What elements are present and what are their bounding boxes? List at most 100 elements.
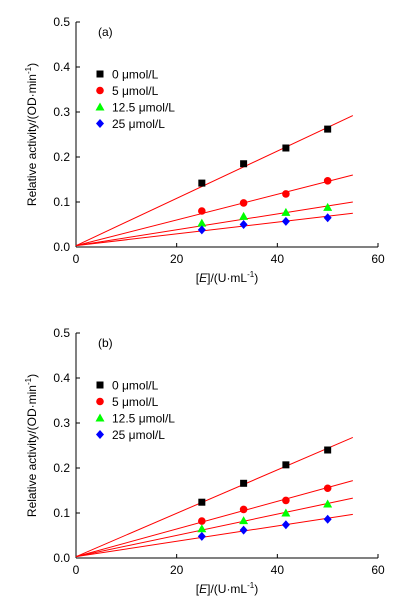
fit-line-series-4 (75, 513, 353, 558)
y-axis-label-superscript: -1 (24, 66, 33, 74)
x-axis-label-prefix: [ (196, 271, 200, 285)
y-axis-label: Relative activity/(OD·min-1) (24, 374, 39, 517)
data-point-series-4 (197, 225, 206, 235)
y-tick-label: 0.4 (53, 60, 70, 74)
legend-marker (96, 381, 104, 389)
fit-line-series-3 (75, 201, 353, 247)
x-axis-label: [E]/(U·mL-1) (196, 581, 258, 596)
legend-marker (96, 119, 104, 128)
x-axis-label-unit: ]/(U·mL (207, 271, 247, 285)
x-tick-label: 20 (170, 252, 184, 266)
legend-label: 25 μmol/L (112, 117, 165, 131)
data-point-series-4 (323, 213, 332, 223)
data-point-series-2 (282, 190, 290, 198)
fit-line-series-3 (75, 497, 353, 558)
x-axis-label-prefix: [ (196, 582, 200, 596)
x-tick-label: 60 (371, 252, 385, 266)
y-tick-label: 0.1 (53, 195, 70, 209)
y-axis-label-main: Relative activity/(OD·min (25, 385, 39, 517)
legend-marker (96, 397, 104, 406)
legend-marker (96, 70, 104, 78)
legend-marker (96, 430, 104, 439)
x-axis-label-unit: ]/(U·mL (207, 582, 247, 596)
data-point-series-2 (198, 517, 206, 525)
data-point-series-3 (323, 499, 333, 508)
legend-marker (95, 102, 105, 111)
y-tick-label: 0.4 (53, 371, 70, 385)
legend-label: 12.5 μmol/L (112, 101, 175, 115)
data-point-series-4 (239, 525, 248, 535)
y-axis-label-main: Relative activity/(OD·min (25, 74, 39, 206)
data-point-series-4 (197, 531, 206, 541)
data-point-series-3 (281, 508, 291, 517)
legend-label: 12.5 μmol/L (112, 412, 175, 426)
x-axis-label-close: ) (254, 271, 258, 285)
data-point-series-1 (282, 144, 290, 152)
panel-label: (a) (98, 25, 113, 39)
legend-label: 0 μmol/L (112, 379, 159, 393)
legend-label: 25 μmol/L (112, 428, 165, 442)
legend-label: 5 μmol/L (112, 84, 159, 98)
y-axis-label-close: ) (25, 63, 39, 67)
y-tick-label: 0.0 (53, 240, 70, 254)
x-tick-label: 20 (170, 563, 184, 577)
data-point-series-3 (281, 207, 291, 216)
fit-line-series-1 (75, 115, 354, 247)
data-point-series-2 (239, 505, 248, 514)
x-tick-label: 60 (371, 563, 385, 577)
x-axis-label-superscript: -1 (247, 270, 255, 279)
data-point-series-3 (239, 516, 249, 525)
panel-label: (b) (98, 336, 113, 350)
data-point-series-1 (324, 125, 332, 133)
data-point-series-4 (323, 514, 332, 524)
fit-line-series-2 (75, 480, 353, 558)
data-point-series-1 (282, 461, 290, 469)
data-point-series-3 (323, 202, 333, 211)
chart-panel-b: 0 20 40 600.00.10.20.30.40.5(b)[E]/(U·mL-1)… (24, 326, 385, 596)
data-point-series-1 (198, 498, 206, 506)
y-tick-label: 0.3 (53, 416, 70, 430)
x-axis-label: [E]/(U·mL-1) (196, 270, 258, 285)
data-point-series-1 (240, 479, 248, 487)
chart-panel-a: 0 20 40 600.00.10.20.30.40.5(a)[E]/(U·mL-1)… (24, 15, 385, 285)
data-point-series-2 (239, 199, 248, 207)
x-tick-label: 40 (271, 252, 285, 266)
data-point-series-4 (281, 216, 290, 226)
y-tick-label: 0.5 (53, 326, 70, 340)
y-tick-label: 0.1 (53, 506, 70, 520)
y-axis-label: Relative activity/(OD·min-1) (24, 63, 39, 206)
y-axis-label-close: ) (25, 374, 39, 378)
legend-marker (95, 413, 105, 422)
x-axis-label-close: ) (254, 582, 258, 596)
fit-line-series-4 (75, 212, 353, 247)
x-tick-label: 0 (73, 252, 80, 266)
y-tick-label: 0.0 (53, 551, 70, 565)
x-tick-label: 0 (73, 563, 80, 577)
legend-label: 5 μmol/L (112, 395, 159, 409)
x-axis-label-superscript: -1 (247, 581, 255, 590)
data-point-series-2 (323, 177, 332, 185)
data-point-series-4 (281, 520, 290, 530)
data-point-series-3 (197, 218, 207, 227)
data-point-series-1 (324, 446, 332, 454)
legend-label: 0 μmol/L (112, 68, 159, 82)
fit-line-series-2 (75, 174, 353, 247)
data-point-series-3 (239, 211, 249, 220)
data-point-series-4 (239, 220, 248, 229)
x-axis-label-variable: E (199, 271, 208, 285)
y-tick-label: 0.2 (53, 461, 70, 475)
data-point-series-1 (198, 179, 206, 187)
x-axis-label-variable: E (199, 582, 208, 596)
y-axis-label-superscript: -1 (24, 377, 33, 385)
data-point-series-1 (240, 160, 248, 168)
legend-marker (96, 86, 104, 95)
x-tick-label: 40 (271, 563, 285, 577)
y-tick-label: 0.2 (53, 150, 70, 164)
data-point-series-2 (198, 207, 206, 215)
data-point-series-2 (282, 496, 290, 505)
data-point-series-2 (323, 484, 332, 493)
y-tick-label: 0.5 (53, 15, 70, 29)
data-point-series-3 (197, 524, 207, 533)
fit-line-series-1 (75, 436, 354, 558)
